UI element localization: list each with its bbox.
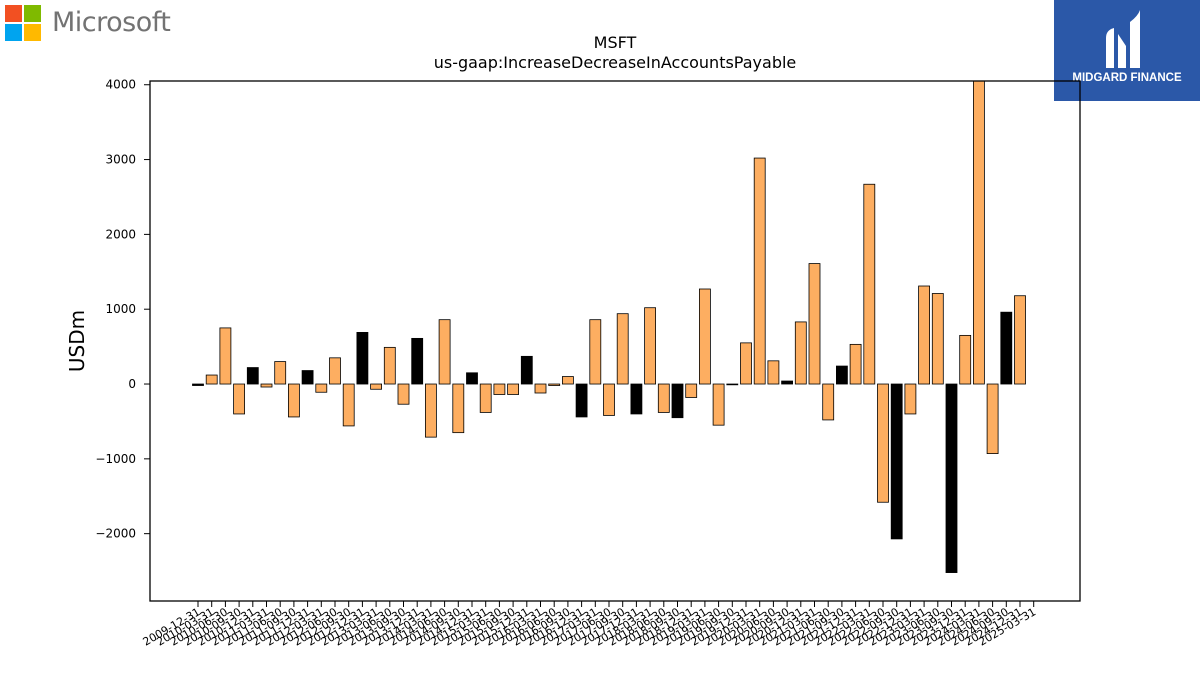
bar-2022-09-30	[890, 383, 903, 540]
bar-2023-06-30	[931, 293, 944, 385]
bar-2024-06-30	[986, 383, 999, 454]
microsoft-wordmark: Microsoft	[52, 7, 171, 38]
bar-2019-03-31	[699, 288, 711, 385]
bar-2010-06-30	[219, 327, 232, 385]
bar-2011-09-30	[287, 383, 300, 418]
bar-2018-06-30	[657, 383, 670, 413]
bar-2014-09-30	[452, 383, 465, 434]
bar-2012-06-30	[329, 357, 341, 385]
microsoft-logo-blue-square	[5, 24, 22, 41]
midgard-wordmark: MIDGARD FINANCE	[1072, 72, 1182, 84]
chart-subtitle: us-gaap:IncreaseDecreaseInAccountsPayabl…	[434, 53, 797, 72]
microsoft-logo-red-square	[5, 5, 22, 22]
bar-2012-09-30	[342, 383, 355, 427]
bar-2021-12-31	[849, 343, 862, 385]
bar-2011-06-30	[274, 361, 287, 385]
microsoft-logo: Microsoft	[5, 5, 185, 41]
y-axis-ticks: −2000 −1000 0 1000 2000 3000 4000	[95, 78, 150, 541]
bar-2024-09-30	[1000, 311, 1013, 385]
bar-2012-03-31	[315, 383, 328, 393]
bar-2019-09-30	[726, 383, 739, 386]
bar-2014-12-31	[466, 372, 478, 385]
bar-2023-03-31	[918, 285, 930, 385]
y-tick-label: 0	[128, 377, 136, 391]
bar-2011-12-31	[301, 370, 314, 385]
bar-2021-09-30	[836, 365, 848, 385]
bar-2017-12-31	[630, 383, 643, 415]
bar-2013-09-30	[397, 383, 410, 405]
bar-2018-03-31	[644, 307, 656, 385]
midgard-logo-background	[1054, 0, 1200, 101]
bar-2020-09-30	[781, 380, 793, 385]
bar-2010-12-31	[246, 367, 259, 385]
y-tick-label: 1000	[105, 302, 136, 316]
y-tick-label: −2000	[95, 527, 136, 541]
microsoft-logo-green-square	[24, 5, 41, 22]
y-tick-label: 4000	[105, 78, 136, 92]
bar-2016-03-31	[534, 383, 547, 394]
y-axis-label: USDm	[65, 310, 89, 372]
bar-2015-12-31	[520, 355, 533, 385]
bar-2017-03-31	[589, 319, 602, 385]
bar-2018-12-31	[685, 383, 698, 398]
bar-2013-03-31	[370, 383, 383, 390]
bar-2013-06-30	[383, 346, 396, 385]
bar-2020-12-31	[794, 321, 807, 385]
y-tick-label: 3000	[105, 153, 136, 167]
bar-2024-03-31	[973, 80, 985, 385]
bar-2024-12-31	[1014, 295, 1026, 385]
bar-2017-06-30	[603, 383, 615, 416]
bar-2015-06-30	[493, 383, 506, 395]
bar-2012-12-31	[356, 331, 369, 385]
bar-2016-06-30	[548, 383, 561, 386]
bar-2021-03-31	[808, 263, 821, 385]
y-tick-label: 2000	[105, 227, 136, 241]
midgard-finance-logo: MIDGARD FINANCE	[1054, 0, 1200, 101]
bar-2010-03-31	[205, 374, 218, 385]
midgard-m-icon	[1106, 10, 1140, 68]
bar-2010-09-30	[233, 383, 246, 415]
bar-2015-09-30	[507, 383, 520, 395]
bar-2020-06-30	[767, 360, 780, 385]
bar-2009-12-31	[192, 383, 204, 386]
microsoft-logo-yellow-square	[24, 24, 41, 41]
bar-2020-03-31	[753, 157, 766, 385]
bar-2015-03-31	[479, 383, 492, 413]
bar-2022-12-31	[904, 383, 917, 415]
plot-frame	[149, 80, 1081, 602]
bar-2014-03-31	[424, 383, 437, 438]
bar-2017-09-30	[616, 313, 629, 385]
bars-group	[192, 80, 1026, 573]
bar-2016-09-30	[562, 376, 574, 385]
bar-2023-09-30	[945, 383, 958, 573]
bar-2014-06-30	[438, 319, 451, 385]
bar-2022-03-31	[863, 183, 876, 385]
bar-2011-03-31	[260, 383, 273, 388]
y-tick-label: −1000	[95, 452, 136, 466]
bar-2023-12-31	[959, 334, 972, 385]
x-axis-ticks: 2009-12-312010-03-312010-06-302010-09-30…	[141, 601, 1038, 649]
bar-2016-12-31	[575, 383, 588, 418]
bar-2019-06-30	[712, 383, 725, 426]
bar-2022-06-30	[877, 383, 889, 503]
bar-2018-09-30	[671, 383, 684, 419]
bar-2021-06-30	[822, 383, 835, 421]
bar-2013-12-31	[411, 337, 424, 385]
bar-2019-12-31	[740, 342, 752, 385]
chart-title: MSFT	[594, 33, 637, 52]
